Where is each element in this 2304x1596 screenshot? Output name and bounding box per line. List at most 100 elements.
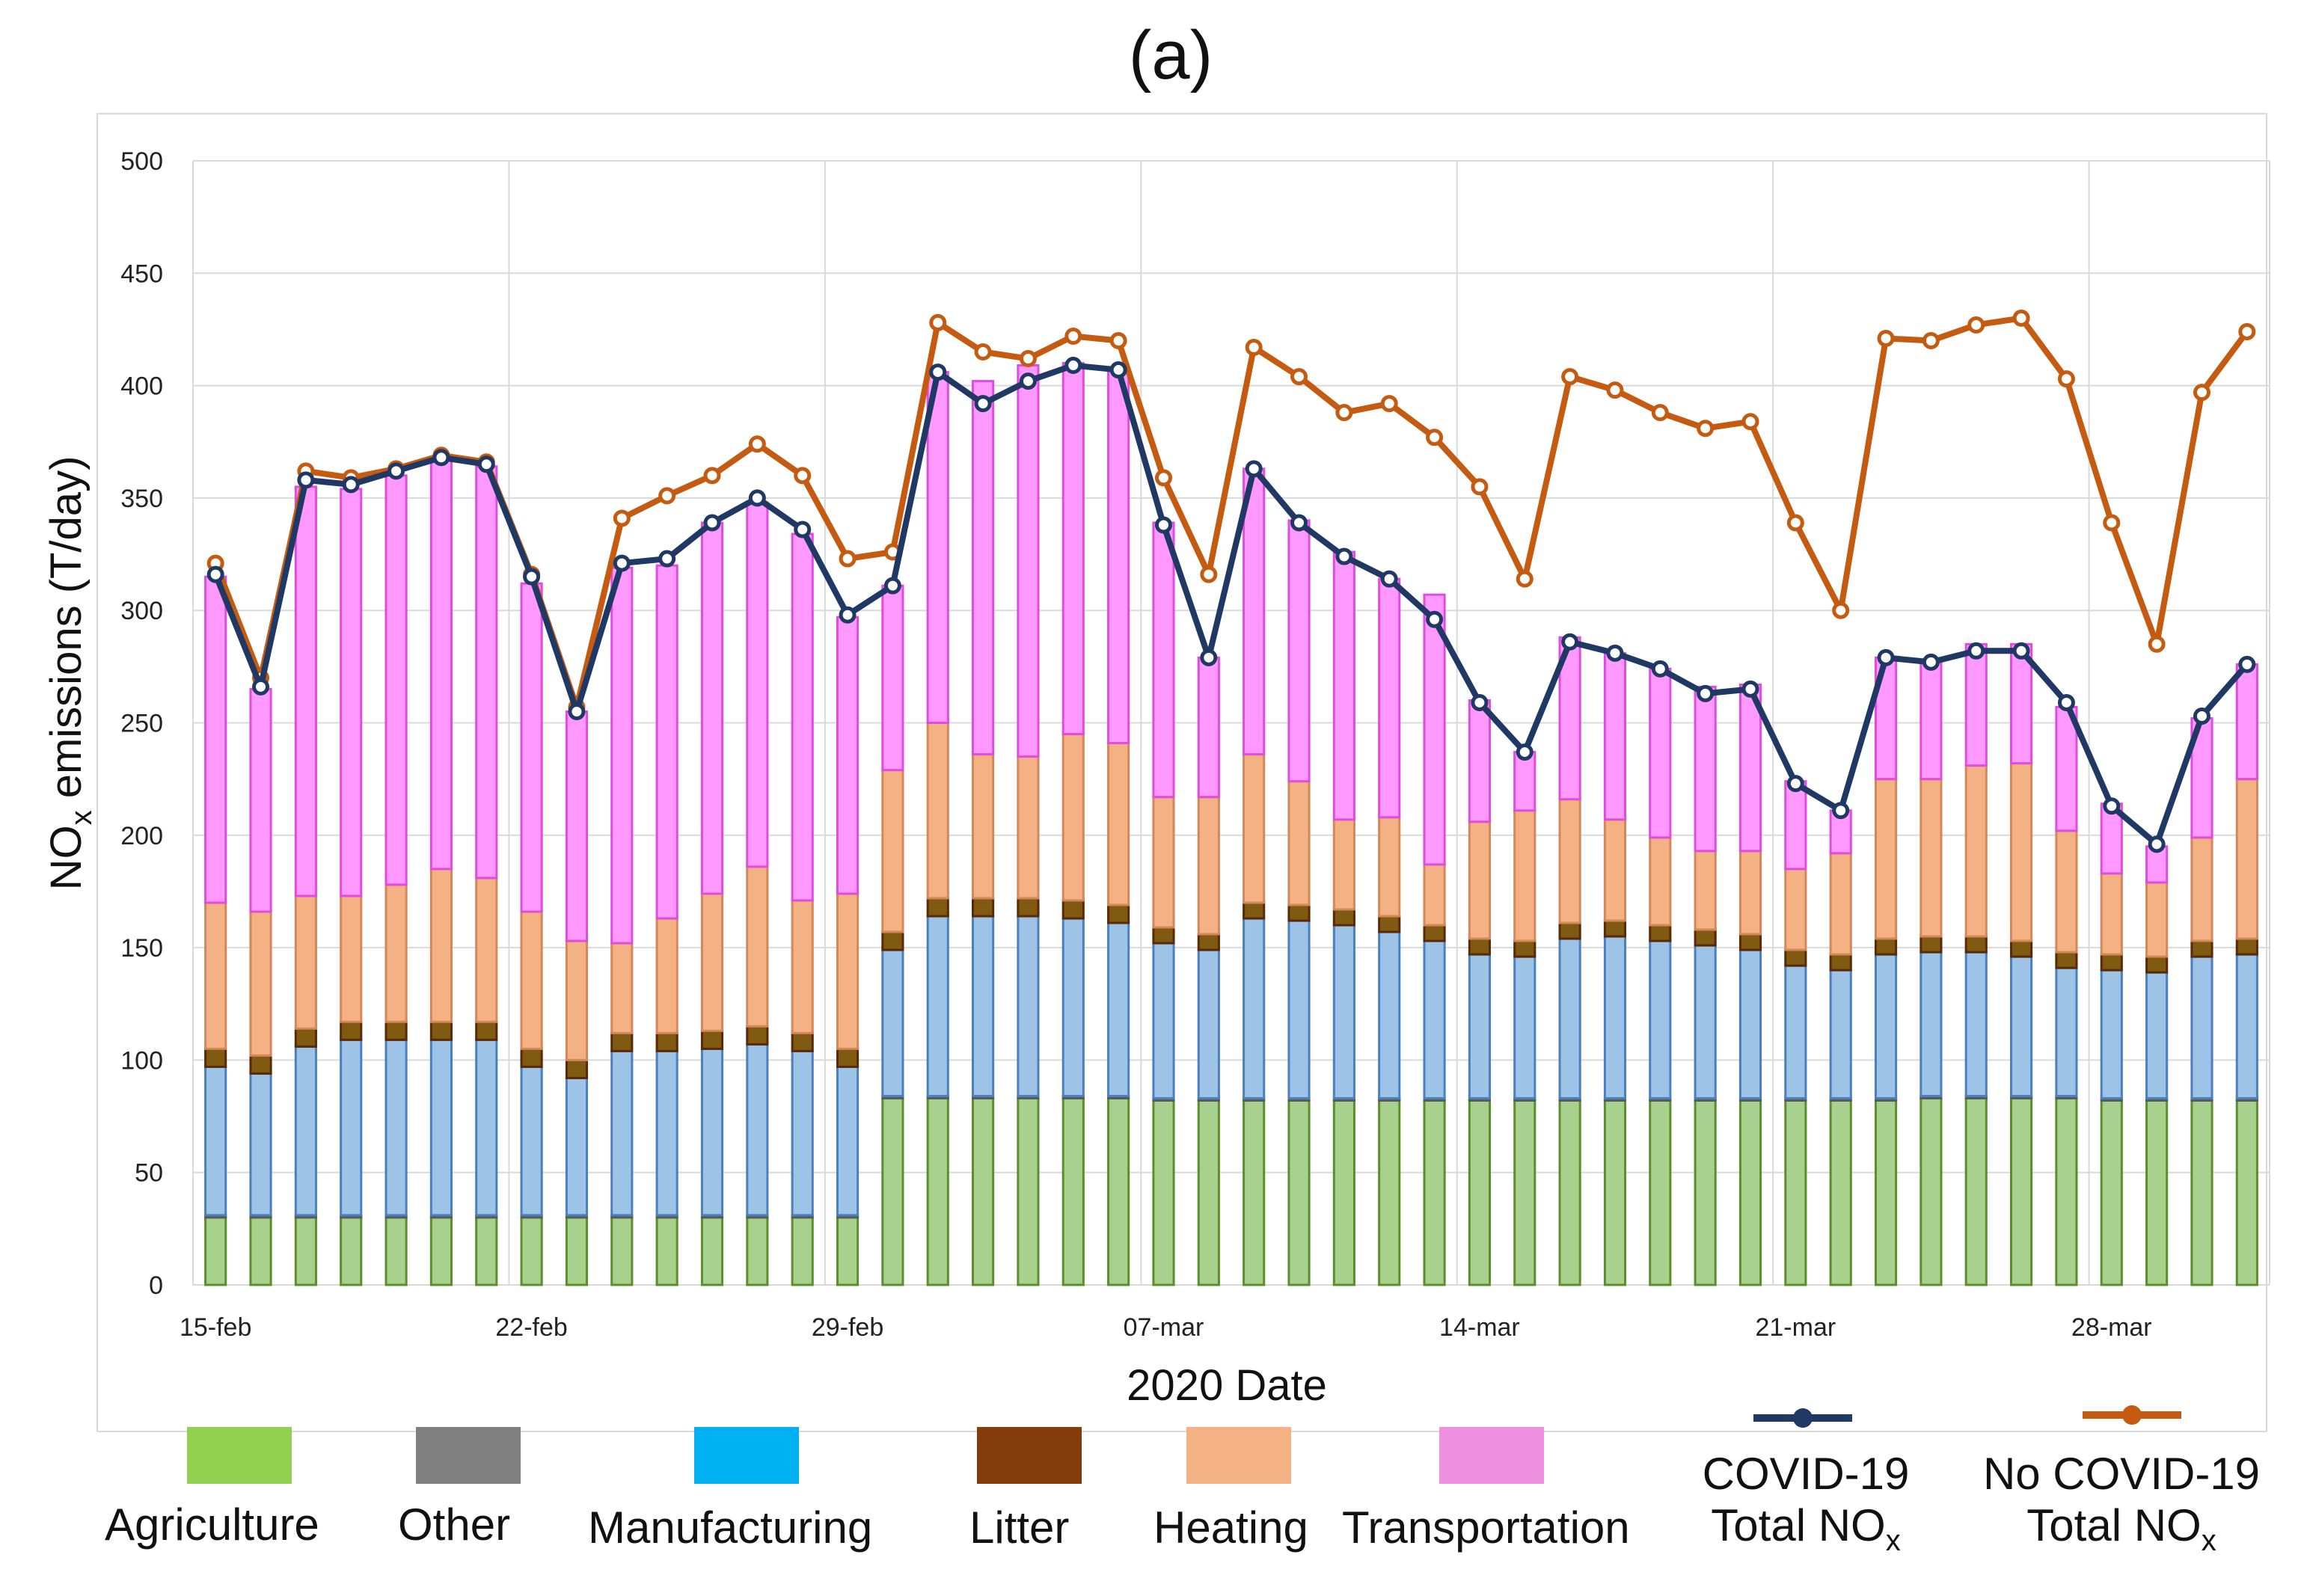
- no-covid-line-point: [1697, 420, 1715, 438]
- bar-segment-agriculture: [384, 1216, 408, 1286]
- bar-segment-litter: [1197, 933, 1220, 951]
- y-axis-ticks: 0 50 100 150 200 250 300 350 400 450 500: [120, 147, 163, 1300]
- bar-segment-manufacturing: [2055, 966, 2078, 1097]
- bar-segment-manufacturing: [1649, 939, 1672, 1100]
- no-covid-line-point: [658, 487, 676, 505]
- bar-segment-transportation: [1920, 658, 1943, 781]
- covid-line-point: [658, 550, 676, 568]
- bar-segment-manufacturing: [1378, 930, 1401, 1100]
- x-tick-label: 14-mar: [1439, 1313, 1520, 1342]
- covid-line-point: [1922, 653, 1940, 671]
- y-tick-label: 500: [120, 147, 163, 176]
- bar-segment-agriculture: [1378, 1099, 1401, 1286]
- no-covid-line-point: [2148, 635, 2166, 653]
- bar-segment-manufacturing: [2100, 969, 2123, 1100]
- y-tick-label: 350: [120, 485, 163, 513]
- covid-line-point: [929, 363, 947, 381]
- bar-segment-heating: [1017, 755, 1040, 900]
- bar-segment-heating: [1694, 850, 1717, 931]
- legend-label-transportation: Transportation: [1342, 1503, 1630, 1553]
- y-tick-label: 150: [120, 934, 163, 963]
- covid-line-point: [703, 514, 721, 532]
- bar-segment-litter: [700, 1029, 724, 1050]
- bar-segment-litter: [2145, 955, 2169, 974]
- bar-segment-agriculture: [1107, 1097, 1130, 1286]
- bar-segment-agriculture: [2010, 1097, 2033, 1286]
- bar-segment-agriculture: [1287, 1099, 1311, 1286]
- bar-segment-heating: [384, 883, 408, 1023]
- covid-line-point: [206, 565, 224, 583]
- bar-segment-agriculture: [1061, 1097, 1085, 1286]
- covid-line-point: [2238, 655, 2256, 673]
- covid-line-point: [568, 702, 586, 720]
- bar-segment-heating: [249, 910, 272, 1057]
- bar-segment-litter: [836, 1047, 860, 1068]
- bar-segment-heating: [1874, 778, 1898, 940]
- covid-line-point: [794, 521, 812, 538]
- bar-segment-agriculture: [1874, 1099, 1898, 1286]
- no-covid-line-point: [1064, 327, 1082, 345]
- bar-segment-heating: [746, 865, 769, 1028]
- bar-segment-manufacturing: [340, 1038, 363, 1217]
- panel-label: (a): [1129, 17, 1213, 93]
- bar-segment-transportation: [1287, 519, 1311, 783]
- bar-segment-heating: [700, 892, 724, 1032]
- bar-segment-heating: [1332, 818, 1355, 911]
- bar-segment-heating: [791, 899, 814, 1034]
- no-covid-line-point: [2103, 514, 2121, 532]
- bar-segment-litter: [1694, 928, 1717, 947]
- bar-segment-heating: [294, 894, 317, 1030]
- covid-line-point: [1290, 514, 1308, 532]
- legend-swatch-manufacturing: [694, 1427, 799, 1484]
- y-tick-label: 300: [120, 597, 163, 625]
- bar-segment-manufacturing: [1874, 953, 1898, 1100]
- bar-segment-transportation: [475, 465, 498, 880]
- bar-segment-agriculture: [1829, 1099, 1852, 1286]
- bar-segment-manufacturing: [2145, 971, 2169, 1100]
- bar-segment-heating: [1920, 778, 1943, 938]
- bar-segment-manufacturing: [1061, 917, 1085, 1097]
- no-covid-line-point: [1606, 381, 1624, 399]
- bar-segment-heating: [204, 901, 227, 1050]
- bar-segment-agriculture: [204, 1216, 227, 1286]
- bar-segment-litter: [340, 1020, 363, 1041]
- x-tick-label: 15-feb: [180, 1313, 251, 1342]
- bar-segment-litter: [1874, 937, 1898, 956]
- no-covid-line-point: [748, 435, 766, 453]
- bar-segment-heating: [836, 892, 860, 1050]
- legend-covid-text: Total NO: [1711, 1500, 1886, 1550]
- bar-segment-litter: [1061, 899, 1085, 920]
- bar-segment-manufacturing: [1964, 951, 1988, 1097]
- bar-segment-agriculture: [1332, 1099, 1355, 1286]
- bar-segment-agriculture: [836, 1216, 860, 1286]
- no-covid-line-point: [2238, 322, 2256, 340]
- bar-segment-transportation: [340, 488, 363, 897]
- bar-segment-manufacturing: [610, 1049, 634, 1217]
- bar-segment-heating: [520, 910, 543, 1050]
- no-covid-line-point: [839, 550, 857, 568]
- bar-segment-heating: [2190, 836, 2213, 942]
- covid-line-point: [297, 471, 315, 489]
- no-covid-line-point: [1922, 331, 1940, 349]
- legend-covid-line2: Total NOx: [1686, 1500, 1925, 1558]
- bar-segment-transportation: [1423, 593, 1446, 866]
- covid-line-point: [1245, 460, 1263, 478]
- bar-segment-litter: [655, 1031, 678, 1052]
- no-covid-line-point: [1380, 395, 1398, 413]
- bar-segment-manufacturing: [791, 1049, 814, 1217]
- stacked-bars: [204, 362, 2258, 1286]
- x-tick-label: 22-feb: [495, 1313, 567, 1342]
- bar-segment-litter: [1920, 935, 1943, 954]
- bar-segment-agriculture: [655, 1216, 678, 1286]
- legend-line-no-covid: [2083, 1405, 2181, 1425]
- bar-segment-litter: [2055, 951, 2078, 969]
- bar-segment-manufacturing: [926, 915, 949, 1097]
- legend-label-litter: Litter: [969, 1503, 1070, 1553]
- bar-segment-heating: [340, 894, 363, 1023]
- bar-segment-manufacturing: [249, 1072, 272, 1217]
- bar-segment-litter: [1287, 903, 1311, 922]
- bar-segment-transportation: [791, 532, 814, 902]
- bar-segment-transportation: [520, 582, 543, 913]
- covid-line-point: [2057, 693, 2075, 711]
- bar-segment-transportation: [655, 564, 678, 920]
